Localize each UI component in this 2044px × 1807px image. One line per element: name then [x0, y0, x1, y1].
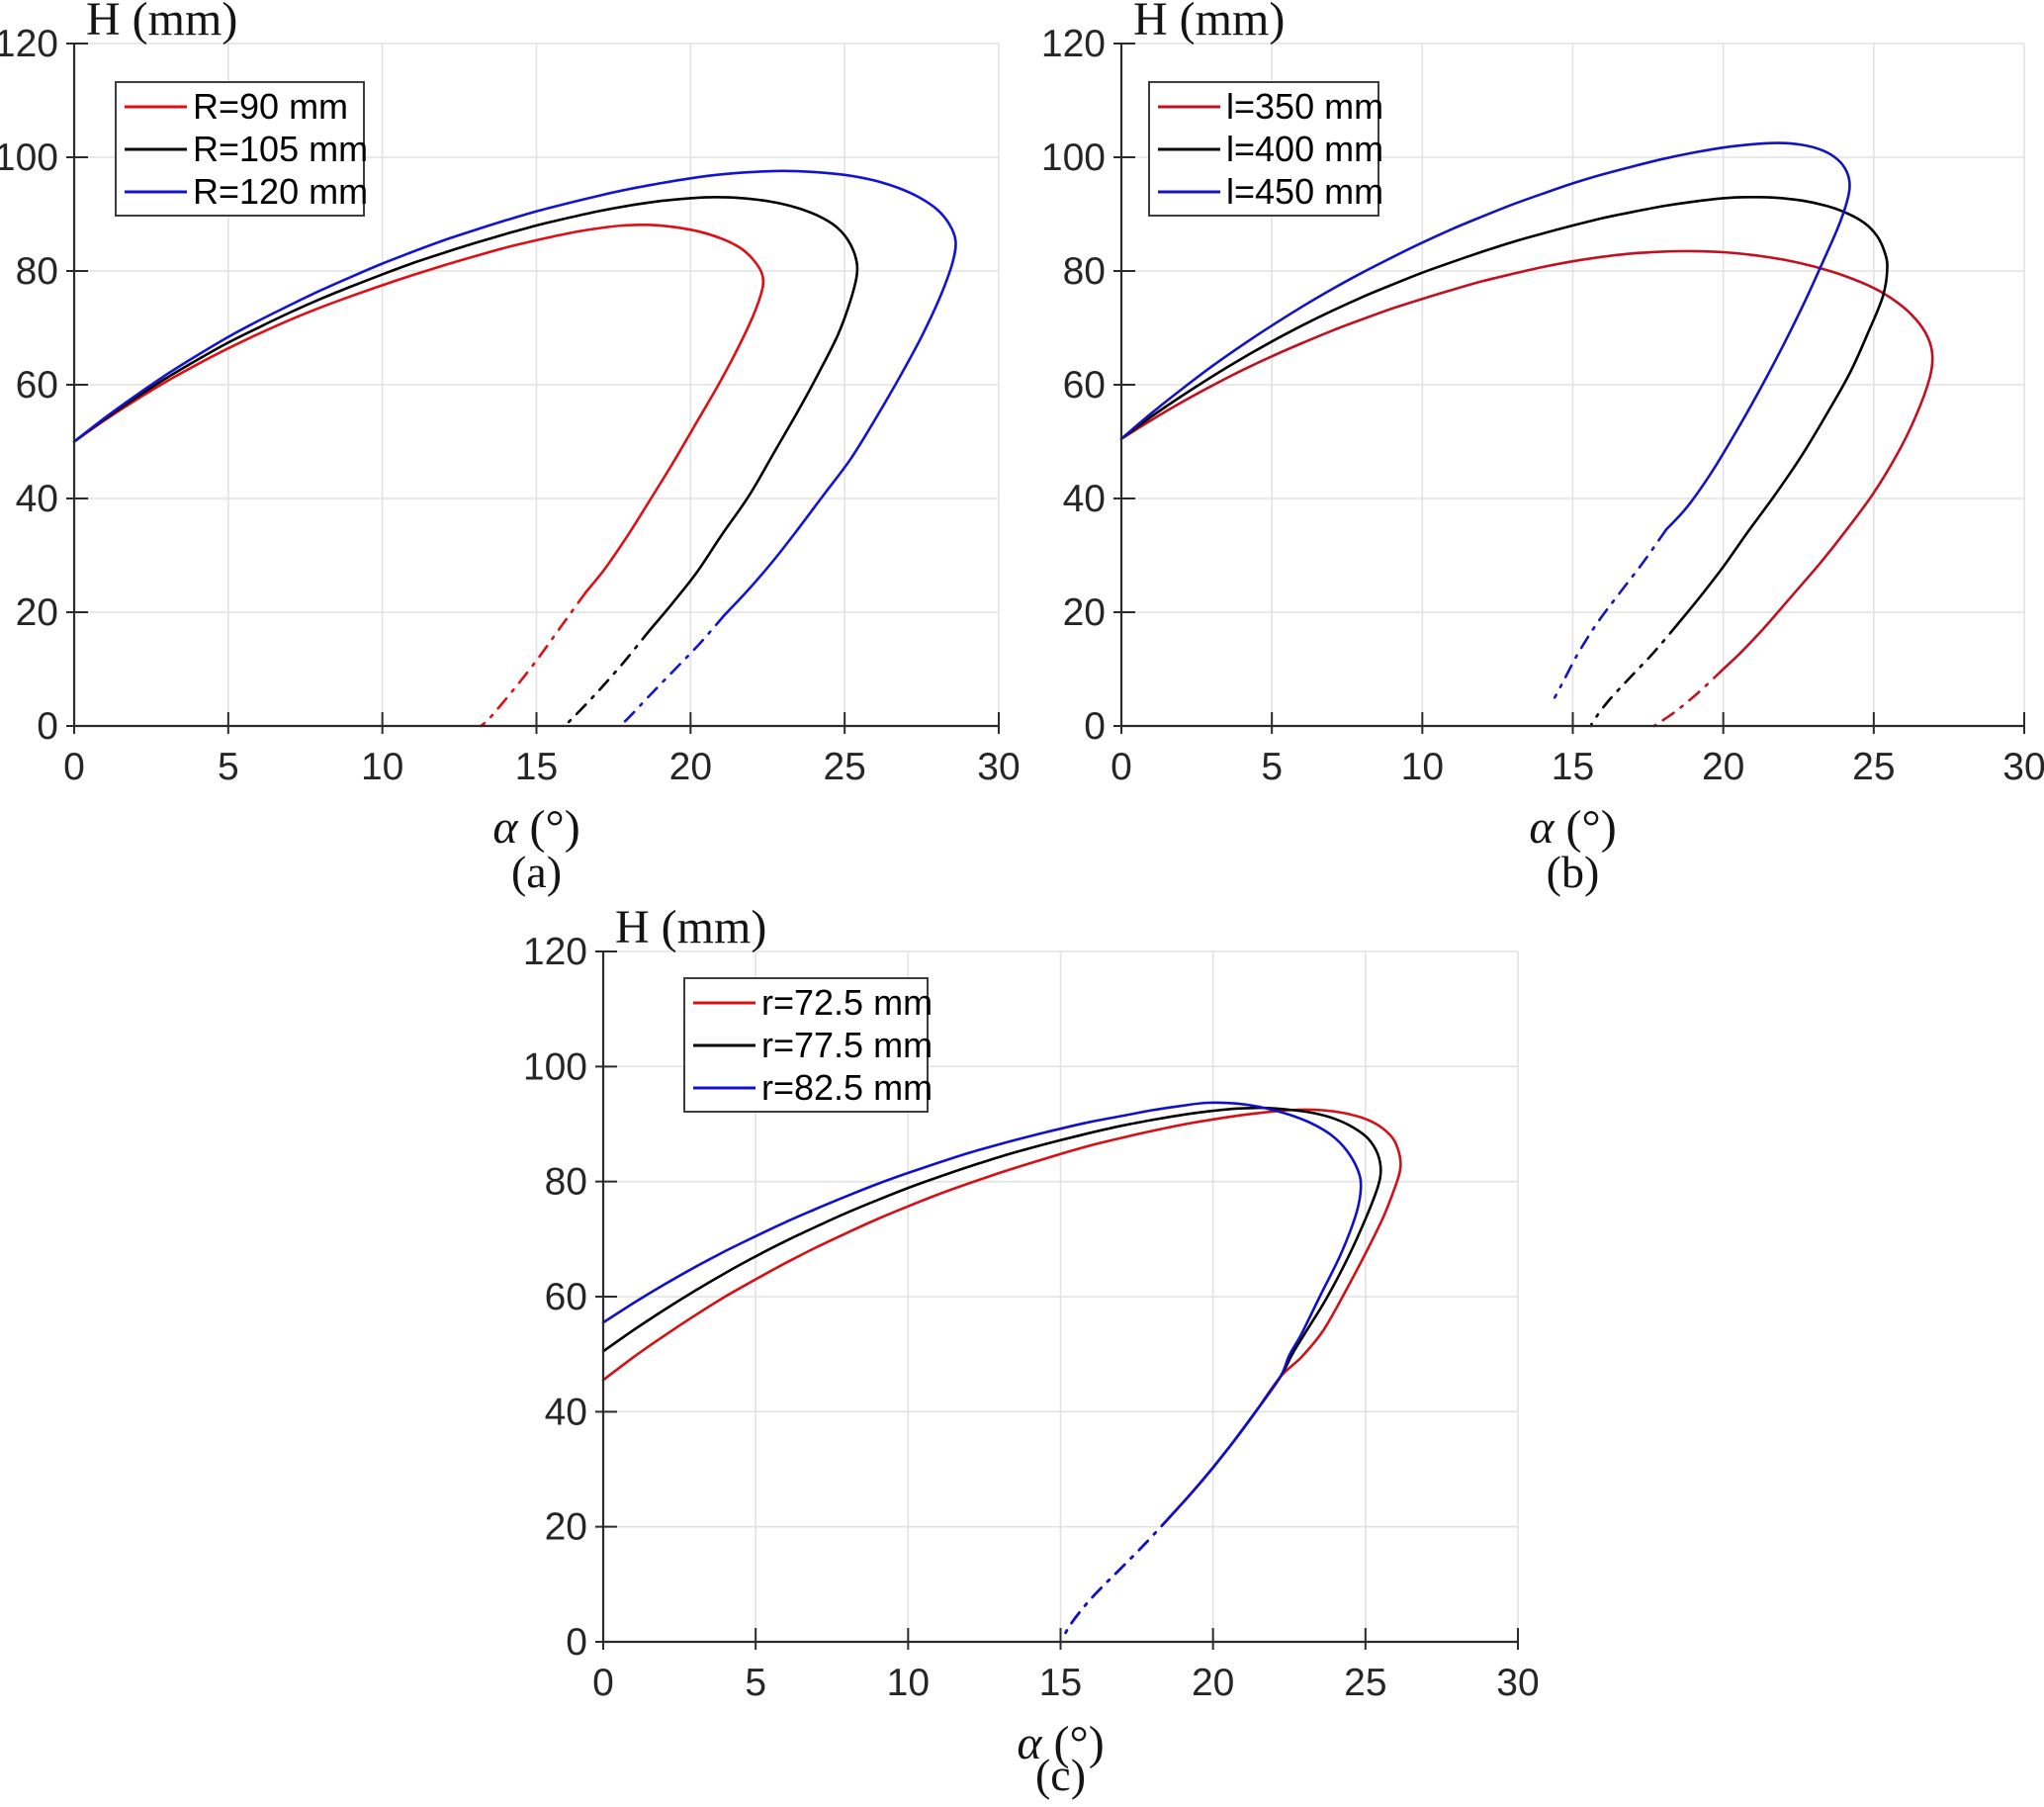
y-tick-label: 80 — [16, 250, 58, 293]
x-axis-label: α (°) — [492, 801, 579, 854]
grid — [73, 43, 1000, 727]
x-tick-label: 0 — [1111, 746, 1132, 788]
x-tick-label: 10 — [361, 746, 403, 788]
y-tick-label: 100 — [1041, 136, 1106, 179]
curve-r-72.5-mm-solid — [601, 1108, 1402, 1518]
y-tick-label: 120 — [1041, 23, 1106, 65]
x-tick-label: 20 — [1192, 1662, 1234, 1704]
y-tick-label: 20 — [1063, 591, 1106, 634]
x-tick-label: 15 — [515, 746, 558, 788]
legend-entry-label: r=82.5 mm — [761, 1067, 933, 1108]
legend: l=350 mml=400 mml=450 mm — [1148, 81, 1383, 217]
y-tick-label: 0 — [1084, 705, 1106, 748]
x-tick-label: 20 — [669, 746, 712, 788]
y-tick-label: 80 — [545, 1161, 587, 1204]
x-tick-label: 5 — [218, 746, 239, 788]
x-tick-label: 0 — [592, 1662, 614, 1704]
plot-b: 0 5 10 15 20 25 30 0 20 40 60 80 100 120 H (mm) α (°)(b… — [1041, 0, 2044, 897]
axes: 0 5 10 15 20 25 30 0 20 40 60 80 100 120 — [1041, 23, 2044, 788]
axes: 0 5 10 15 20 25 30 0 20 40 60 80 100 120 — [523, 931, 1540, 1704]
x-tick-label: 30 — [977, 746, 1020, 788]
legend-entry-label: r=77.5 mm — [761, 1025, 933, 1065]
subplot-caption: (b) — [1547, 847, 1600, 897]
curve-R-90-mm-solid — [72, 223, 765, 594]
subplot-caption: (a) — [511, 847, 562, 897]
x-tick-label: 10 — [887, 1662, 930, 1704]
curve-l-450-mm-dashed-tail — [1553, 528, 1668, 699]
curve-l-450-mm-solid — [1119, 141, 1851, 531]
y-tick-label: 40 — [16, 478, 58, 520]
curve-l-350-mm-solid — [1119, 249, 1934, 671]
curve-R-105-mm-solid — [72, 195, 859, 631]
x-tick-label: 20 — [1702, 746, 1744, 788]
y-tick-label: 120 — [523, 931, 587, 973]
x-tick-label: 10 — [1401, 746, 1444, 788]
legend-entry-label: l=450 mm — [1226, 171, 1383, 212]
plot-a: 0 5 10 15 20 25 30 0 20 40 60 80 100 120 H (mm) α (°)(a… — [0, 0, 1021, 897]
x-tick-label: 5 — [745, 1662, 766, 1704]
x-tick-label: 25 — [1852, 746, 1895, 788]
curve-R-90-mm-dashed-tail — [480, 590, 587, 728]
x-tick-label: 5 — [1261, 746, 1283, 788]
axes: 0 5 10 15 20 25 30 0 20 40 60 80 100 120 — [0, 23, 1021, 788]
legend: r=72.5 mmr=77.5 mmr=82.5 mm — [683, 977, 933, 1113]
legend: R=90 mmR=105 mmR=120 mm — [115, 81, 368, 217]
y-tick-label: 20 — [16, 591, 58, 634]
y-tick-label: 20 — [545, 1506, 587, 1549]
legend-entry-label: R=105 mm — [193, 129, 368, 169]
curve-l-400-mm-dashed-tail — [1589, 622, 1680, 728]
curve-r-82.5-mm-dashed-tail — [1060, 1514, 1172, 1642]
legend-entry-label: r=72.5 mm — [761, 982, 933, 1023]
curve-r-77.5-mm-solid — [601, 1106, 1382, 1518]
x-tick-label: 15 — [1552, 746, 1594, 788]
x-axis-label: α (°) — [1017, 1717, 1104, 1769]
curve-R-120-mm-solid — [72, 169, 957, 617]
y-axis-title: H (mm) — [1133, 0, 1285, 45]
curve-l-350-mm-dashed-tail — [1652, 668, 1725, 728]
y-tick-label: 60 — [1063, 364, 1106, 407]
y-tick-label: 120 — [0, 23, 58, 65]
legend-entry-label: l=350 mm — [1226, 86, 1383, 127]
y-axis-title: H (mm) — [615, 901, 766, 953]
legend-entry-label: R=120 mm — [193, 171, 368, 212]
y-tick-label: 100 — [523, 1045, 587, 1088]
y-axis-title: H (mm) — [86, 0, 237, 45]
curve-R-120-mm-dashed-tail — [621, 613, 726, 725]
y-tick-label: 0 — [37, 705, 58, 748]
x-tick-label: 15 — [1039, 1662, 1082, 1704]
x-tick-label: 30 — [2002, 746, 2044, 788]
y-tick-label: 40 — [1063, 478, 1106, 520]
x-axis-label: α (°) — [1529, 801, 1616, 854]
subplot-caption: (c) — [1035, 1750, 1086, 1800]
curve-R-105-mm-dashed-tail — [563, 627, 653, 728]
y-tick-label: 0 — [566, 1621, 587, 1664]
curve-r-82.5-mm-solid — [601, 1101, 1363, 1518]
x-tick-label: 30 — [1496, 1662, 1539, 1704]
y-tick-label: 60 — [545, 1276, 587, 1318]
legend-entry-label: R=90 mm — [193, 86, 348, 127]
x-tick-label: 0 — [63, 746, 85, 788]
y-tick-label: 80 — [1063, 250, 1106, 293]
x-tick-label: 25 — [823, 746, 865, 788]
y-tick-label: 40 — [545, 1391, 587, 1433]
y-tick-label: 100 — [0, 136, 58, 179]
curve-l-400-mm-solid — [1119, 195, 1889, 625]
legend-entry-label: l=400 mm — [1226, 129, 1383, 169]
x-tick-label: 25 — [1344, 1662, 1386, 1704]
y-tick-label: 60 — [16, 364, 58, 407]
plot-c: 0 5 10 15 20 25 30 0 20 40 60 80 100 120 H (mm) α (°)(c… — [523, 901, 1540, 1800]
